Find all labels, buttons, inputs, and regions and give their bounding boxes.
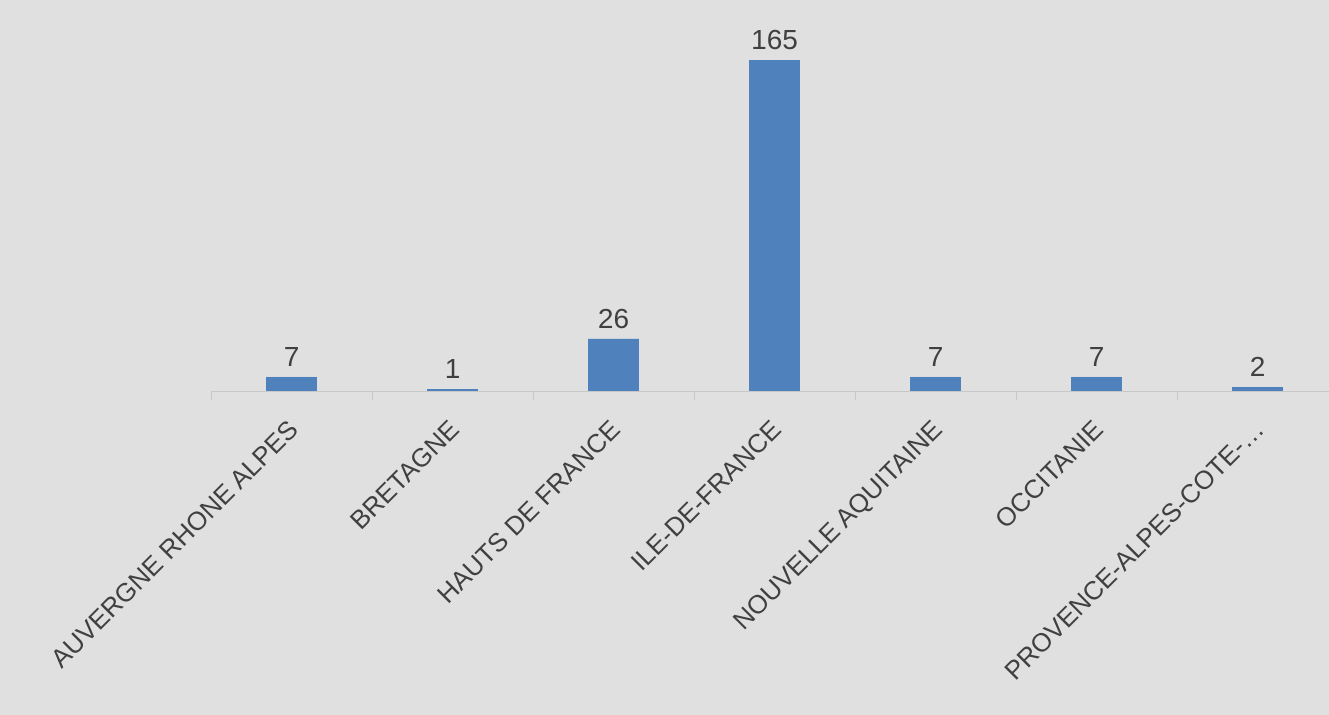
data-label: 26 [598, 303, 629, 334]
bars [266, 60, 1283, 391]
bar [266, 376, 317, 391]
bar [910, 376, 961, 391]
bar [427, 388, 478, 391]
data-label: 7 [928, 341, 944, 372]
bar [588, 338, 639, 391]
bar [1232, 386, 1283, 391]
data-label: 7 [1089, 341, 1105, 372]
data-label: 2 [1250, 351, 1266, 382]
data-label: 165 [751, 24, 798, 55]
bar [749, 60, 800, 391]
x-axis [211, 391, 1329, 400]
bar [1071, 376, 1122, 391]
data-label: 1 [445, 353, 461, 384]
data-labels: 7 1 26 165 7 7 2 [284, 24, 1266, 384]
data-label: 7 [284, 341, 300, 372]
